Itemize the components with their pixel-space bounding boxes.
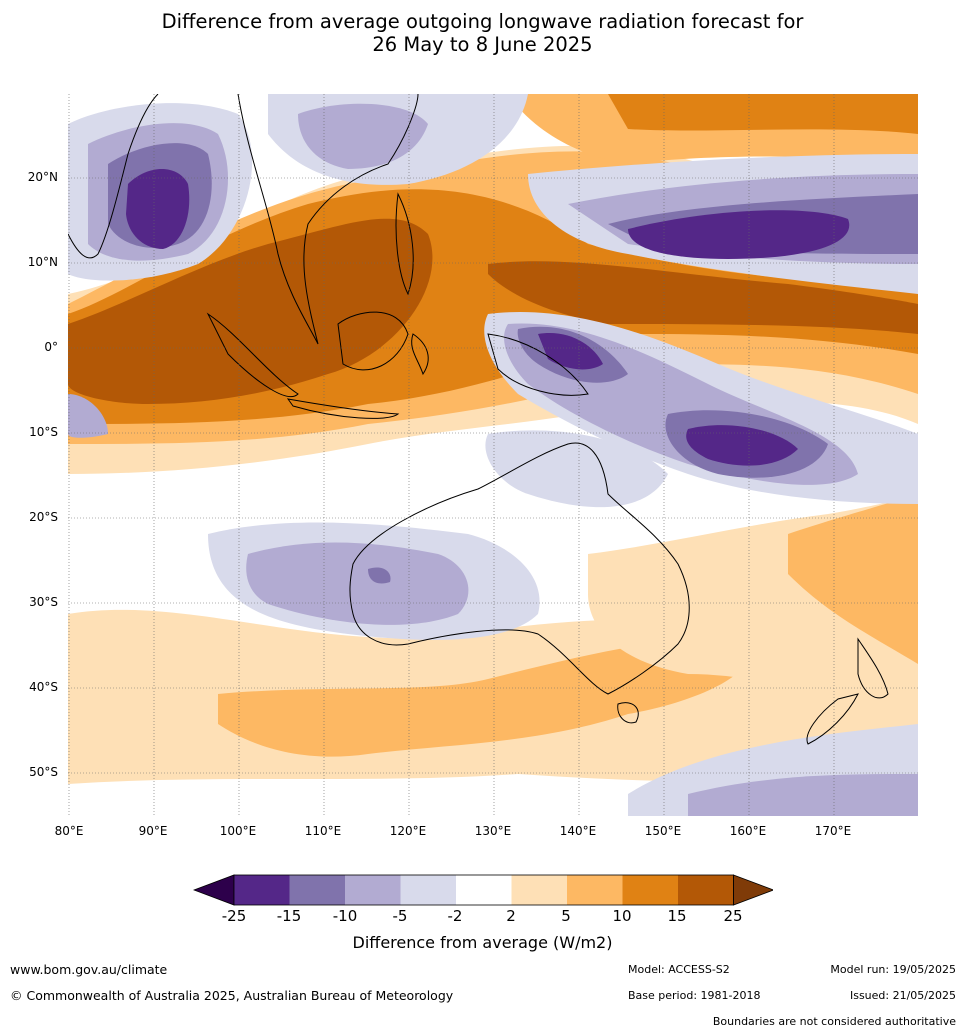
footer-model: Model: ACCESS-S2 (628, 963, 730, 976)
tasmania-coastline (617, 702, 639, 724)
map-title: Difference from average outgoing longwav… (0, 10, 965, 56)
colorbar-label: -10 (332, 907, 358, 925)
colorbar-graphic (192, 874, 775, 906)
png-coastline (487, 333, 589, 396)
sulawesi-coastline (411, 333, 429, 376)
title-line-1: Difference from average outgoing longwav… (161, 10, 804, 33)
negative-anomaly-regions (68, 94, 918, 816)
tasman-orange (788, 494, 918, 664)
lat-label-10n: 10°N (27, 255, 58, 269)
colorbar-label: 25 (723, 907, 743, 925)
footer-base-period: Base period: 1981-2018 (628, 989, 761, 1002)
lon-label-170e: 170°E (814, 824, 852, 838)
colorbar-label: -15 (276, 907, 302, 925)
lon-label-120e: 120°E (389, 824, 427, 838)
west-equator-light (68, 394, 108, 438)
footer-url[interactable]: www.bom.gov.au/climate (10, 962, 168, 977)
bay-of-bengal-peak (126, 169, 190, 249)
anomaly-map (68, 94, 918, 816)
colorbar-segment (345, 875, 401, 905)
lat-label-50s: 50°S (29, 765, 58, 779)
colorbar-min-arrow (192, 874, 235, 906)
colorbar-label: -2 (447, 907, 463, 925)
colorbar-segment (678, 875, 734, 905)
sumatra-coastline (206, 312, 299, 398)
footer-copyright: © Commonwealth of Australia 2025, Austra… (10, 988, 454, 1003)
lon-label-90e: 90°E (138, 824, 168, 838)
colorbar-segment (567, 875, 623, 905)
new-zealand-south (806, 693, 859, 745)
new-zealand-north (857, 637, 889, 699)
footer-disclaimer: Boundaries are not considered authoritat… (712, 1015, 956, 1028)
map-canvas (68, 94, 918, 816)
lon-label-110e: 110°E (304, 824, 342, 838)
colorbar-title: Difference from average (W/m2) (352, 933, 613, 952)
australia-mid (246, 542, 469, 625)
north-australia-light (485, 430, 668, 508)
lon-label-80e: 80°E (54, 824, 84, 838)
colorbar-max-arrow (733, 874, 775, 906)
colorbar-segment (400, 875, 456, 905)
colorbar-label: 2 (506, 907, 516, 925)
lat-label-10s: 10°S (29, 425, 58, 439)
colorbar-segment (234, 875, 290, 905)
graticule (68, 94, 918, 816)
maritime-continent-peak (68, 218, 433, 404)
coastlines (68, 94, 889, 745)
lat-label-0: 0° (44, 340, 58, 354)
australia-small-mid (368, 567, 391, 584)
lat-label-20s: 20°S (29, 510, 58, 524)
lat-label-30s: 30°S (29, 595, 58, 609)
colorbar-segment (456, 875, 512, 905)
colorbar-label: -25 (221, 907, 247, 925)
lat-label-40s: 40°S (29, 680, 58, 694)
lon-label-150e: 150°E (644, 824, 682, 838)
java-coastline (286, 398, 400, 419)
se-asia-coastline (237, 94, 419, 345)
lon-label-130e: 130°E (474, 824, 512, 838)
colorbar-label: 15 (667, 907, 687, 925)
philippines-coastline (395, 192, 414, 296)
colorbar-frame (233, 874, 734, 906)
colorbar (192, 874, 775, 908)
lon-label-160e: 160°E (729, 824, 767, 838)
colorbar-segment (289, 875, 345, 905)
colorbar-segment (622, 875, 678, 905)
colorbar-segment (511, 875, 567, 905)
colorbar-label: 10 (612, 907, 632, 925)
borneo-coastline (337, 311, 409, 371)
lat-label-20n: 20°N (27, 170, 58, 184)
se-corner-mid (688, 774, 918, 816)
india-coastline (68, 94, 159, 259)
footer-issued: Issued: 21/05/2025 (849, 989, 956, 1002)
lon-label-140e: 140°E (559, 824, 597, 838)
southern-ocean-mid-band (218, 638, 752, 757)
australia-coastline (349, 442, 690, 695)
title-line-2: 26 May to 8 June 2025 (372, 33, 593, 56)
colorbar-label: -5 (392, 907, 408, 925)
upper-right-strong (608, 94, 918, 134)
lon-label-100e: 100°E (219, 824, 257, 838)
footer-model-run: Model run: 19/05/2025 (830, 963, 956, 976)
north-pacific-peak (628, 210, 850, 259)
west-pacific-strong (488, 261, 918, 334)
solomons-peak (686, 425, 798, 466)
colorbar-label: 5 (561, 907, 571, 925)
